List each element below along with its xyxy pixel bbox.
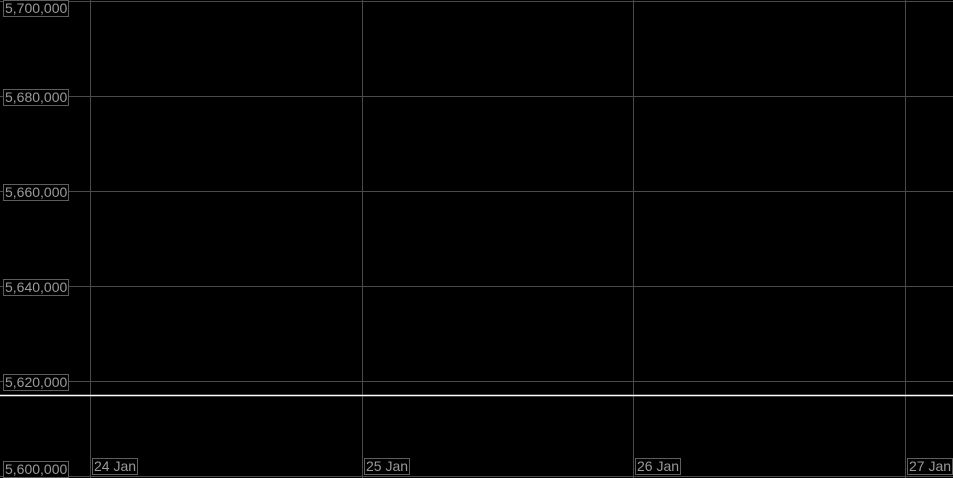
x-tick-label: 25 Jan: [364, 458, 411, 475]
y-tick-label: 5,700,000: [3, 0, 70, 17]
x-tick-label: 26 Jan: [635, 458, 682, 475]
y-tick-label: 5,660,000: [3, 183, 70, 201]
y-tick-label: 5,640,000: [3, 278, 70, 296]
y-tick-label: 5,620,000: [3, 373, 70, 391]
x-tick-label: 27 Jan: [907, 458, 953, 475]
y-tick-label: 5,680,000: [3, 88, 70, 106]
y-tick-label: 5,600,000: [3, 461, 70, 478]
x-tick-label: 24 Jan: [92, 458, 139, 475]
